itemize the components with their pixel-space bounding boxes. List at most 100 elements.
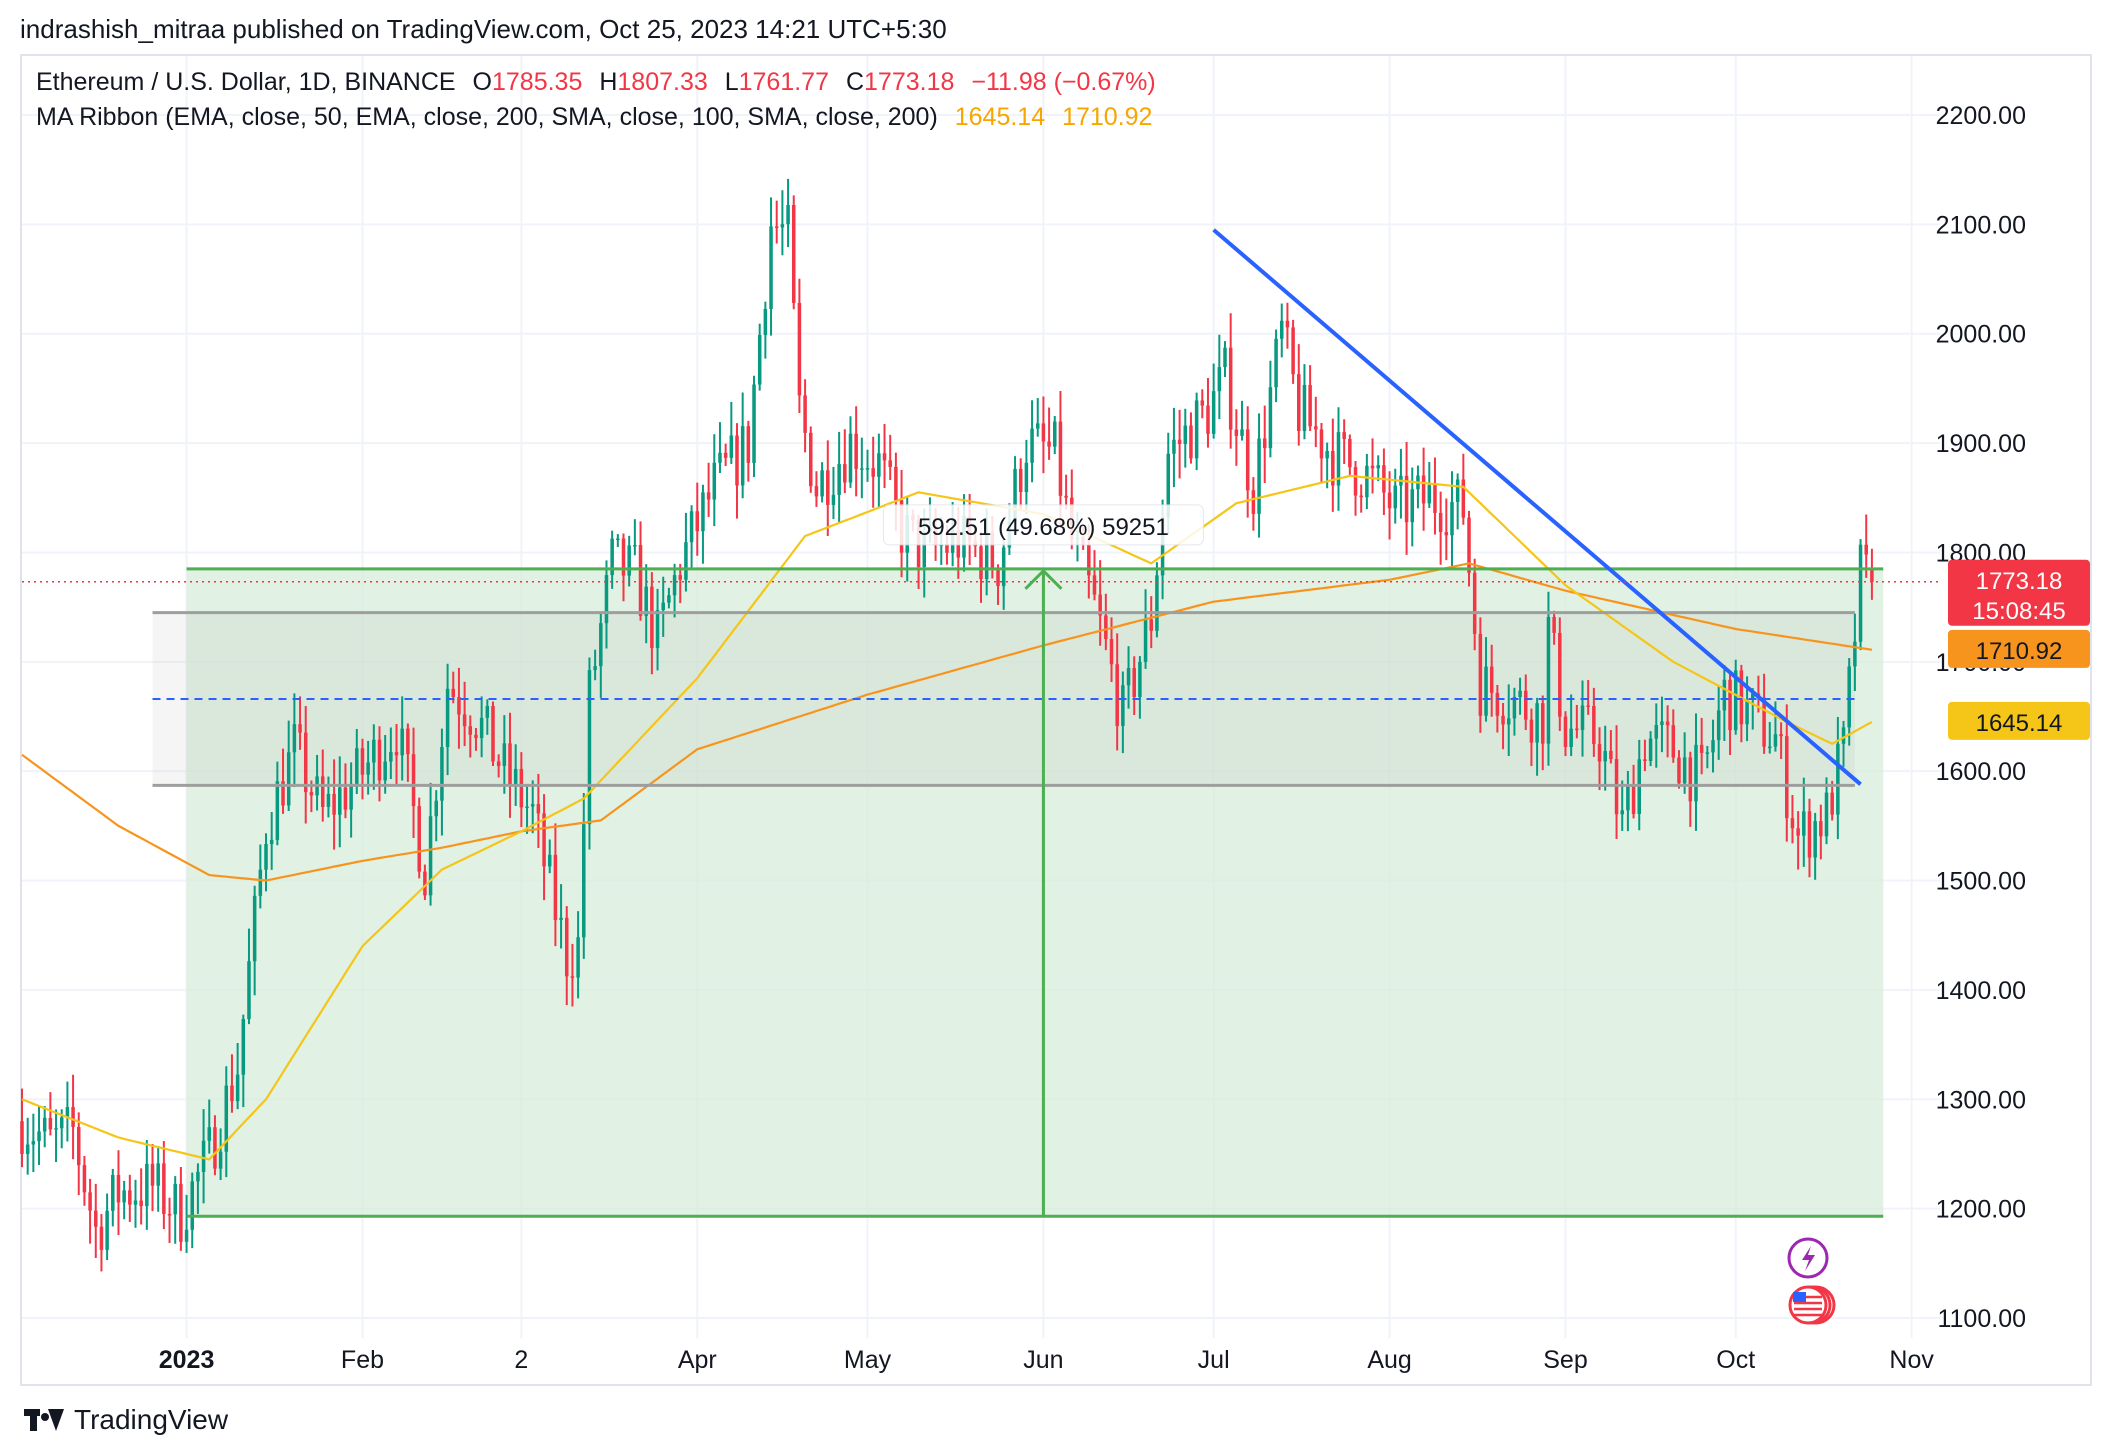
candle-body <box>1853 641 1857 667</box>
candle-body <box>1677 757 1681 784</box>
candle-body <box>491 705 495 762</box>
candle-body <box>445 688 450 748</box>
candle-body <box>309 792 314 796</box>
candle-body <box>224 1085 229 1152</box>
candle-body <box>162 1163 166 1215</box>
candle-body <box>1563 716 1568 747</box>
candle-body <box>400 728 404 756</box>
candle-body <box>1603 750 1607 762</box>
candle-body <box>1348 438 1352 468</box>
candle-body <box>1569 728 1573 747</box>
candle-body <box>1053 421 1057 447</box>
footer-brand[interactable]: TradingView <box>24 1404 228 1436</box>
candle-body <box>1092 575 1097 595</box>
candle-body <box>1796 828 1800 836</box>
candle-body <box>1450 501 1454 536</box>
candle-body <box>1841 727 1846 744</box>
candle-body <box>678 575 683 580</box>
indicator-legend[interactable]: MA Ribbon (EMA, close, 50, EMA, close, 2… <box>36 103 1162 132</box>
y-tick-label: 1900.00 <box>1936 430 2026 458</box>
candle-body <box>865 468 870 470</box>
candle-body <box>1285 320 1290 328</box>
candle-body <box>389 752 393 762</box>
candle-body <box>860 468 864 470</box>
candle-body <box>740 426 745 486</box>
candle-body <box>1387 492 1392 509</box>
candle-body <box>1370 465 1375 469</box>
candle-body <box>1297 374 1301 431</box>
candle-body <box>1200 400 1205 406</box>
candle-body <box>1858 544 1863 642</box>
y-tick-label: 1400.00 <box>1936 977 2026 1005</box>
candle-body <box>1819 821 1823 837</box>
change-text: −11.98 (−0.67%) <box>971 68 1156 96</box>
last-price-tag: 15:08:45 <box>1972 598 2065 625</box>
candle-body <box>536 804 541 814</box>
candle-body <box>1643 759 1647 762</box>
candle-body <box>252 895 257 962</box>
candle-body <box>633 544 637 547</box>
candle-body <box>1529 719 1534 743</box>
candle-body <box>729 435 734 458</box>
candle-body <box>1501 715 1505 725</box>
candle-body <box>269 839 274 845</box>
ohlc-close: C1773.18 <box>845 68 955 96</box>
candle-body <box>20 1121 24 1154</box>
candle-body <box>1745 699 1749 725</box>
candle-body <box>882 453 887 461</box>
candle-body <box>1790 818 1795 829</box>
candle-body <box>411 754 416 807</box>
candle-body <box>128 1190 132 1205</box>
candle-body <box>1688 757 1693 802</box>
candle-body <box>780 224 785 228</box>
candle-body <box>1166 453 1171 518</box>
candle-body <box>814 486 819 497</box>
y-tick-label: 1500.00 <box>1936 868 2026 896</box>
candle-body <box>1331 450 1335 486</box>
candle-body <box>1353 467 1358 496</box>
candle-body <box>1251 490 1256 514</box>
candle-body <box>1716 710 1721 741</box>
candle-body <box>1064 495 1068 498</box>
candle-body <box>1149 619 1153 631</box>
candle-body <box>894 466 898 501</box>
candle-body <box>88 1192 92 1211</box>
x-tick-label: Feb <box>341 1346 384 1374</box>
candle-body <box>184 1229 189 1242</box>
candle-body <box>672 575 677 596</box>
candle-body <box>139 1200 143 1207</box>
candle-body <box>1558 632 1562 717</box>
candle-body <box>1438 512 1443 533</box>
candle-body <box>1234 429 1239 436</box>
candle-body <box>1580 705 1585 731</box>
candle-body <box>298 724 302 733</box>
candle-body <box>1279 320 1284 339</box>
candle-body <box>996 570 1000 587</box>
candle-body <box>1541 703 1545 744</box>
measure-label: 592.51 (49.68%) 59251 <box>918 514 1169 541</box>
candle-body <box>145 1163 149 1207</box>
x-tick-label: Oct <box>1716 1346 1755 1374</box>
candle-body <box>797 302 802 396</box>
candle-body <box>428 816 433 896</box>
candle-body <box>990 532 995 571</box>
candle-body <box>1155 575 1159 631</box>
candle-body <box>1030 428 1034 463</box>
x-tick-label: Apr <box>678 1346 717 1374</box>
candle-body <box>1262 438 1267 449</box>
indicator-value-2: 1710.92 <box>1062 103 1153 131</box>
candle-body <box>582 824 586 938</box>
candle-body <box>1126 668 1131 686</box>
candle-body <box>48 1117 53 1130</box>
candle-body <box>1660 721 1664 726</box>
candle-body <box>1484 666 1488 716</box>
candle-body <box>638 544 643 616</box>
drawing-zones <box>152 568 1884 1217</box>
candle-body <box>1518 690 1522 698</box>
y-tick-label: 2000.00 <box>1936 321 2026 349</box>
last-price-tag-box <box>1948 559 2090 626</box>
candle-body <box>1058 421 1063 496</box>
candle-body <box>848 433 853 483</box>
candle-body <box>502 743 507 766</box>
